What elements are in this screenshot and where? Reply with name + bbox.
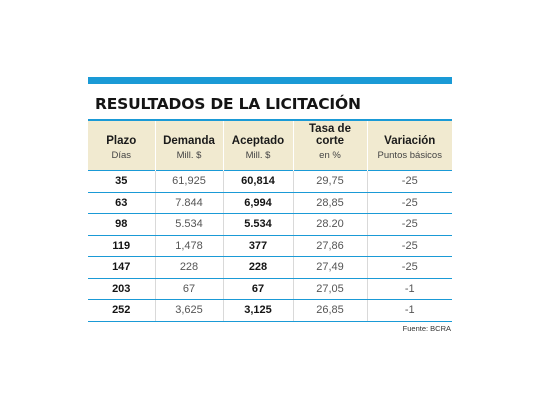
- cell-plazo: 35: [88, 170, 155, 193]
- cell-aceptado: 228: [222, 256, 293, 279]
- cell-tasa: 27,86: [292, 235, 367, 257]
- cell-variacion: -1: [366, 299, 452, 322]
- column-unit-aceptado: Mill. $: [222, 148, 293, 171]
- cell-demanda: 67: [154, 278, 223, 300]
- column-header-aceptado: Aceptado: [222, 121, 293, 148]
- table-row: 63 7.844 6,994 28,85 -25: [88, 192, 452, 214]
- header-units-row: Días Mill. $ Mill. $ en % Puntos básicos: [88, 148, 452, 171]
- cell-demanda: 5.534: [154, 213, 223, 236]
- cell-variacion: -25: [366, 213, 452, 236]
- cell-aceptado: 67: [222, 278, 293, 300]
- table-row: 252 3,625 3,125 26,85 -1: [88, 299, 452, 322]
- infographic: RESULTADOS DE LA LICITACIÓN Plazo Demand…: [88, 77, 452, 333]
- table-title: RESULTADOS DE LA LICITACIÓN: [95, 95, 361, 113]
- column-unit-plazo: Días: [111, 150, 132, 161]
- column-unit-variacion: Puntos básicos: [366, 148, 452, 171]
- table-row: 147 228 228 27,49 -25: [88, 256, 452, 279]
- column-header-demanda: Demanda: [154, 121, 223, 148]
- cell-variacion: -25: [366, 192, 452, 214]
- cell-demanda: 1,478: [154, 235, 223, 257]
- cell-plazo: 98: [88, 213, 155, 236]
- cell-plazo: 63: [88, 192, 155, 214]
- column-header-variacion: Variación: [366, 121, 452, 148]
- table-row: 35 61,925 60,814 29,75 -25: [88, 170, 452, 193]
- title-rule: [88, 119, 452, 121]
- cell-aceptado: 60,814: [222, 170, 293, 193]
- results-table: Plazo Demanda Aceptado Tasa de corte Var…: [88, 121, 452, 322]
- cell-tasa: 28,85: [292, 192, 367, 214]
- column-header-plazo: Plazo: [106, 135, 137, 147]
- cell-tasa: 29,75: [292, 170, 367, 193]
- cell-tasa: 28.20: [292, 213, 367, 236]
- column-unit-tasa: en %: [292, 148, 367, 171]
- cell-aceptado: 377: [222, 235, 293, 257]
- cell-plazo: 203: [88, 278, 155, 300]
- source-note: Fuente: BCRA: [402, 323, 451, 333]
- cell-plazo: 252: [88, 299, 155, 322]
- header-row: Plazo Demanda Aceptado Tasa de corte Var…: [88, 121, 452, 148]
- cell-aceptado: 6,994: [222, 192, 293, 214]
- cell-demanda: 3,625: [154, 299, 223, 322]
- cell-tasa: 26,85: [292, 299, 367, 322]
- cell-demanda: 7.844: [154, 192, 223, 214]
- column-unit-demanda: Mill. $: [154, 148, 223, 171]
- cell-plazo: 119: [88, 235, 155, 257]
- cell-variacion: -25: [366, 170, 452, 193]
- cell-tasa: 27,05: [292, 278, 367, 300]
- cell-demanda: 228: [154, 256, 223, 279]
- table-row: 119 1,478 377 27,86 -25: [88, 235, 452, 257]
- cell-demanda: 61,925: [154, 170, 223, 193]
- cell-variacion: -25: [366, 235, 452, 257]
- cell-variacion: -25: [366, 256, 452, 279]
- table-row: 203 67 67 27,05 -1: [88, 278, 452, 300]
- cell-aceptado: 3,125: [222, 299, 293, 322]
- cell-plazo: 147: [88, 256, 155, 279]
- cell-tasa: 27,49: [292, 256, 367, 279]
- table-row: 98 5.534 5.534 28.20 -25: [88, 213, 452, 236]
- cell-aceptado: 5.534: [222, 213, 293, 236]
- top-rule: [88, 77, 452, 84]
- cell-variacion: -1: [366, 278, 452, 300]
- column-header-tasa: Tasa de corte: [292, 121, 367, 148]
